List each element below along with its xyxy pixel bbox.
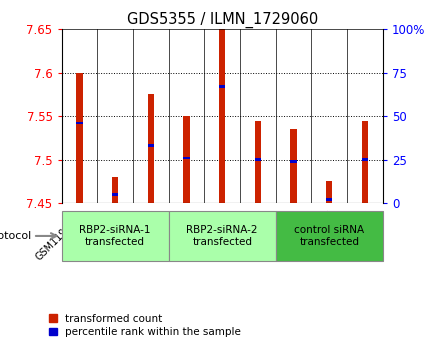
Bar bbox=[183, 116, 190, 203]
Bar bbox=[326, 199, 333, 201]
Bar bbox=[362, 121, 368, 203]
Bar bbox=[219, 29, 225, 203]
Bar bbox=[276, 211, 383, 261]
Bar bbox=[62, 211, 169, 261]
Text: RBP2-siRNA-1
transfected: RBP2-siRNA-1 transfected bbox=[79, 225, 151, 247]
Bar bbox=[169, 211, 276, 261]
Bar bbox=[362, 158, 368, 161]
Text: control siRNA
transfected: control siRNA transfected bbox=[294, 225, 364, 247]
Bar bbox=[326, 182, 333, 203]
Text: RBP2-siRNA-2
transfected: RBP2-siRNA-2 transfected bbox=[187, 225, 258, 247]
Bar bbox=[112, 177, 118, 203]
Text: protocol: protocol bbox=[0, 231, 31, 241]
Bar bbox=[255, 121, 261, 203]
Bar bbox=[219, 85, 225, 88]
Bar bbox=[112, 193, 118, 196]
Bar bbox=[76, 122, 83, 125]
Title: GDS5355 / ILMN_1729060: GDS5355 / ILMN_1729060 bbox=[127, 12, 318, 28]
Bar bbox=[290, 160, 297, 163]
Bar bbox=[183, 157, 190, 159]
Bar bbox=[76, 73, 83, 203]
Legend: transformed count, percentile rank within the sample: transformed count, percentile rank withi… bbox=[49, 314, 241, 337]
Bar bbox=[147, 144, 154, 147]
Bar bbox=[290, 129, 297, 203]
Bar bbox=[255, 158, 261, 161]
Bar bbox=[147, 94, 154, 203]
